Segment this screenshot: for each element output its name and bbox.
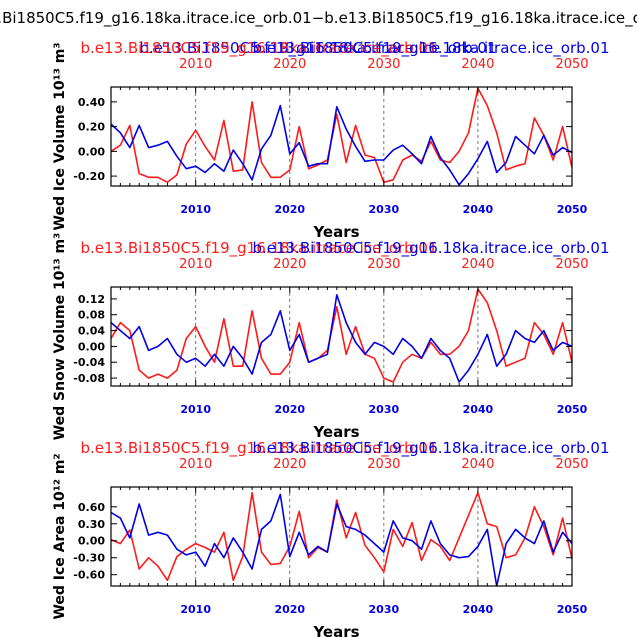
x-axis-label: Years — [312, 223, 359, 241]
y-tick-label: 0.60 — [78, 501, 105, 514]
top-x-tick-label: 2010 — [179, 457, 212, 472]
top-x-tick-label: 2030 — [367, 57, 400, 72]
panel-title-blue: b.e13.Bi1850C5.f19_g16.18ka.itrace.ice_o… — [252, 239, 609, 258]
y-tick-label: 0.20 — [78, 121, 105, 134]
top-x-tick-label: 2050 — [555, 257, 588, 272]
x-axis-label: Years — [312, 423, 359, 441]
super-title-subtitle: b.e13.Bi1850C5.f19_g16.18ka.itrace.ice_o… — [139, 39, 496, 58]
top-x-tick-label: 2020 — [273, 457, 306, 472]
panel-title-red: b.e13.Bi1850C5.f19_g16.18ka.itrace.ice_o… — [80, 39, 437, 58]
x-tick-label: 2030 — [369, 403, 400, 416]
y-tick-label: -0.20 — [73, 170, 105, 183]
super-title: b.e13.Bi1850C5.f19_g16.18ka.itrace.ice_o… — [0, 9, 637, 28]
y-tick-label: 0.30 — [78, 518, 105, 531]
x-tick-label: 2010 — [180, 403, 211, 416]
top-x-tick-label: 2040 — [461, 57, 494, 72]
x-tick-label: 2010 — [180, 203, 211, 216]
y-tick-label: -0.30 — [73, 552, 105, 565]
top-x-tick-label: 2020 — [273, 257, 306, 272]
series-line-red — [110, 87, 573, 184]
y-tick-label: 0.40 — [78, 96, 105, 109]
x-tick-label: 2040 — [463, 403, 494, 416]
y-tick-label: -0.60 — [73, 569, 105, 582]
series-line-blue — [110, 493, 573, 587]
panel-title-red: b.e13.Bi1850C5.f19_g16.18ka.itrace.ice_o… — [80, 239, 437, 258]
plot-frame — [110, 286, 573, 387]
y-tick-label: 0.00 — [78, 145, 105, 158]
panel-title-red: b.e13.Bi1850C5.f19_g16.18ka.itrace.ice_o… — [80, 439, 437, 458]
x-axis-label: Years — [312, 623, 359, 637]
top-x-tick-label: 2040 — [461, 257, 494, 272]
top-x-tick-label: 2040 — [461, 457, 494, 472]
series-line-red — [110, 491, 573, 582]
top-x-tick-label: 2010 — [179, 57, 212, 72]
y-axis-label: Wed Snow Volume 10¹³ m³ — [52, 233, 68, 441]
panel-title-blue: b.e13.Bi1850C5.f19_g16.18ka.itrace.ice_o… — [252, 39, 609, 58]
y-axis-label: Wed Ice Area 10¹² m² — [52, 453, 68, 619]
series-line-blue — [110, 294, 573, 383]
y-tick-label: 0.00 — [78, 535, 105, 548]
y-tick-label: 0.00 — [78, 340, 105, 353]
panel-ice-volume: b.e13.Bi1850C5.f19_g16.18ka.itrace.ice_o… — [52, 39, 610, 241]
y-tick-label: 0.04 — [78, 325, 105, 338]
series-line-red — [110, 288, 573, 383]
x-tick-label: 2030 — [369, 603, 400, 616]
panel-ice-area: b.e13.Bi1850C5.f19_g16.18ka.itrace.ice_o… — [52, 439, 610, 637]
plot-frame — [110, 86, 573, 187]
y-axis-label: Wed Ice Volume 10¹³ m³ — [52, 43, 68, 231]
x-tick-label: 2020 — [274, 203, 305, 216]
top-x-tick-label: 2050 — [555, 57, 588, 72]
x-tick-label: 2020 — [274, 603, 305, 616]
y-tick-label: -0.08 — [73, 372, 105, 385]
top-x-tick-label: 2020 — [273, 57, 306, 72]
top-x-tick-label: 2050 — [555, 457, 588, 472]
y-tick-label: 0.08 — [78, 309, 105, 322]
x-tick-label: 2030 — [369, 203, 400, 216]
x-tick-label: 2050 — [557, 603, 588, 616]
panel-title-blue: b.e13.Bi1850C5.f19_g16.18ka.itrace.ice_o… — [252, 439, 609, 458]
x-tick-label: 2040 — [463, 603, 494, 616]
plot-frame — [110, 486, 573, 587]
y-tick-label: 0.12 — [78, 293, 105, 306]
x-tick-label: 2050 — [557, 403, 588, 416]
x-tick-label: 2040 — [463, 203, 494, 216]
x-tick-label: 2050 — [557, 203, 588, 216]
series-line-blue — [110, 104, 573, 186]
top-x-tick-label: 2010 — [179, 257, 212, 272]
y-tick-label: -0.04 — [73, 356, 105, 369]
x-tick-label: 2010 — [180, 603, 211, 616]
x-tick-label: 2020 — [274, 403, 305, 416]
top-x-tick-label: 2030 — [367, 257, 400, 272]
top-x-tick-label: 2030 — [367, 457, 400, 472]
panel-snow-volume: b.e13.Bi1850C5.f19_g16.18ka.itrace.ice_o… — [52, 233, 610, 441]
